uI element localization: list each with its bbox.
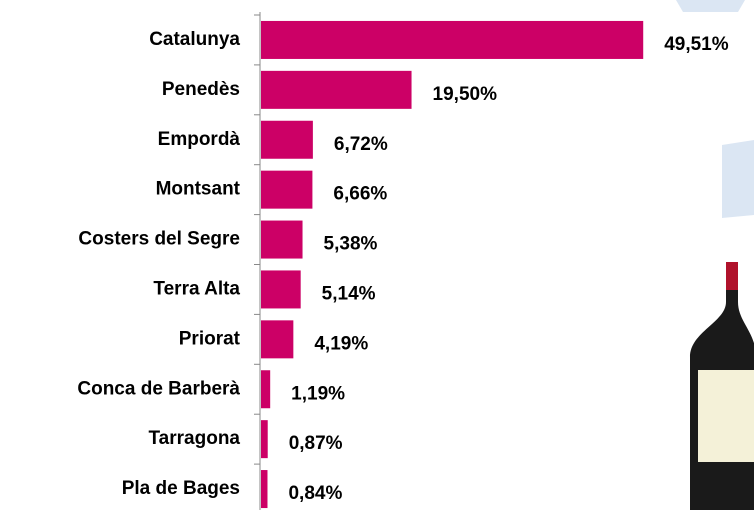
bar <box>261 270 301 308</box>
category-label: Empordà <box>158 129 241 150</box>
category-label: Costers del Segre <box>78 229 240 250</box>
value-label: 6,66% <box>333 184 387 205</box>
category-label: Priorat <box>179 328 241 349</box>
category-label: Tarragona <box>148 428 240 449</box>
value-label: 1,19% <box>291 383 345 404</box>
value-label: 5,14% <box>322 283 376 304</box>
category-label: Catalunya <box>149 29 240 50</box>
bar <box>261 470 267 508</box>
category-label: Pla de Bages <box>122 478 240 499</box>
bar <box>261 221 303 259</box>
bar <box>261 121 313 159</box>
bar <box>261 320 293 358</box>
bar <box>261 71 412 109</box>
bar <box>261 171 312 209</box>
value-label: 19,50% <box>433 84 498 105</box>
category-label: Terra Alta <box>153 278 240 299</box>
chart: Catalunya 49,51% Penedès 19,50% Empordà 6,72%… <box>0 0 754 510</box>
bar <box>261 370 270 408</box>
value-label: 0,84% <box>288 483 342 504</box>
value-label: 5,38% <box>324 234 378 255</box>
background-decoration <box>676 0 754 510</box>
value-label: 6,72% <box>334 134 388 155</box>
category-label: Conca de Barberà <box>77 378 240 399</box>
value-label: 0,87% <box>289 433 343 454</box>
category-label: Penedès <box>162 79 240 100</box>
value-label: 49,51% <box>664 34 729 55</box>
bar <box>261 21 643 59</box>
value-label: 4,19% <box>314 333 368 354</box>
bar <box>261 420 268 458</box>
category-label: Montsant <box>156 179 241 200</box>
